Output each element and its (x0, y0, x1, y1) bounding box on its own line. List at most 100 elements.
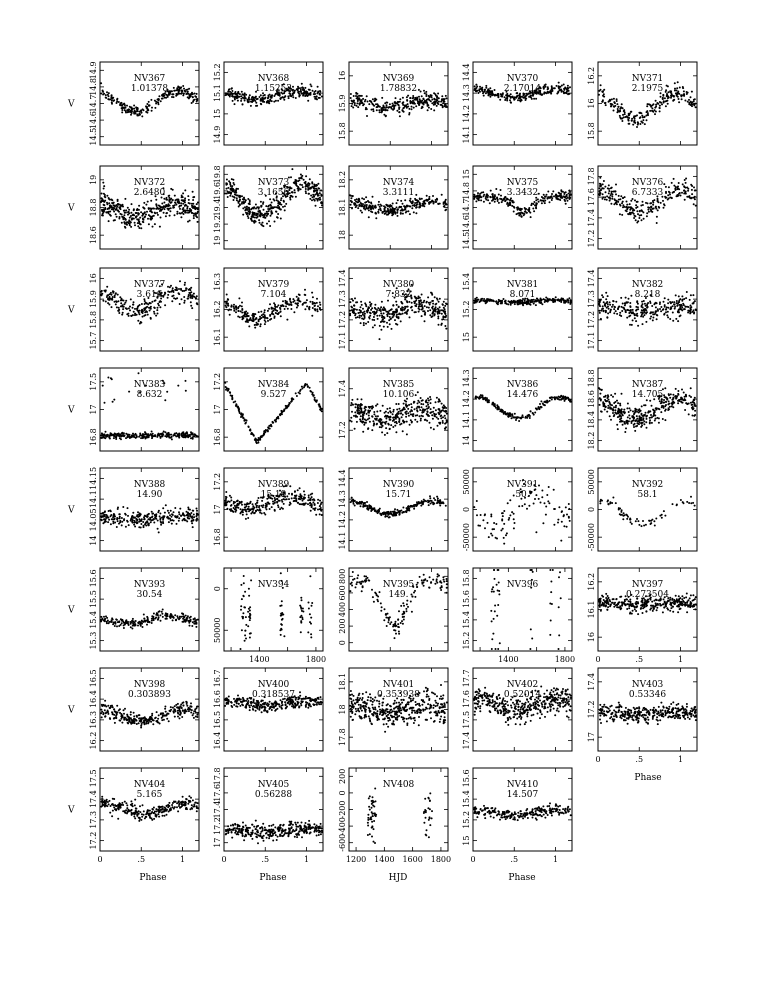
data-point (349, 93, 352, 95)
data-point (107, 197, 110, 199)
data-points (100, 82, 199, 118)
data-point (354, 206, 357, 209)
data-point (615, 203, 618, 206)
data-point (298, 294, 301, 296)
data-point (651, 200, 654, 202)
data-point (102, 181, 105, 184)
data-point (606, 295, 609, 298)
data-point (182, 207, 185, 209)
data-point (599, 185, 601, 187)
data-point (534, 304, 537, 307)
data-point (262, 316, 265, 318)
data-point (694, 106, 697, 109)
data-point (184, 197, 187, 200)
data-point (247, 101, 250, 104)
data-point (518, 97, 521, 99)
data-point (611, 197, 614, 200)
data-point (269, 318, 271, 321)
data-point (404, 311, 406, 314)
data-point (682, 302, 685, 305)
panel-title: NV381 (507, 280, 539, 290)
data-point (374, 303, 377, 306)
data-point (248, 211, 251, 214)
data-point (232, 305, 235, 308)
data-point (663, 204, 666, 207)
data-point (282, 200, 285, 203)
data-point (243, 92, 246, 95)
data-point (425, 306, 428, 309)
data-point (626, 208, 629, 211)
data-point (190, 291, 193, 294)
data-point (654, 301, 657, 304)
data-point (407, 210, 410, 213)
data-point (514, 301, 517, 304)
data-point (613, 312, 616, 315)
data-point (105, 96, 108, 99)
data-point (240, 95, 243, 98)
data-point (489, 95, 492, 98)
data-point (621, 302, 624, 305)
data-point (445, 203, 448, 206)
data-point (143, 216, 146, 219)
data-point (112, 208, 115, 211)
data-point (654, 205, 657, 208)
data-point (674, 87, 676, 90)
data-point (169, 210, 172, 213)
data-point (501, 93, 504, 96)
data-point (636, 210, 639, 213)
data-point (542, 200, 545, 203)
data-point (504, 299, 507, 302)
data-point (683, 198, 686, 201)
data-point (628, 315, 631, 318)
data-point (495, 300, 498, 303)
data-point (423, 320, 426, 323)
data-point (130, 112, 133, 114)
data-point (693, 186, 695, 189)
data-point (180, 434, 183, 437)
data-point (187, 436, 190, 439)
data-point (132, 301, 135, 304)
data-point (418, 299, 421, 302)
data-point (229, 93, 231, 95)
data-point (601, 294, 604, 297)
data-point (300, 92, 303, 95)
data-point (381, 106, 384, 109)
data-point (183, 299, 186, 302)
data-point (248, 208, 251, 211)
data-point (196, 208, 199, 211)
data-point (433, 109, 436, 112)
data-point (689, 104, 692, 106)
data-point (409, 197, 412, 200)
data-point (479, 85, 481, 88)
data-point (164, 399, 167, 402)
data-point (110, 198, 113, 201)
data-points (598, 176, 697, 224)
data-point (605, 310, 607, 312)
data-point (104, 94, 107, 97)
data-point (271, 206, 274, 209)
data-point (383, 205, 385, 208)
data-point (265, 214, 268, 217)
data-point (416, 199, 419, 202)
data-point (311, 307, 314, 309)
data-point (532, 302, 535, 305)
data-point (506, 95, 509, 97)
data-point (417, 297, 420, 300)
data-point (436, 307, 439, 310)
y-tick-label: 17.1 (338, 332, 347, 350)
data-point (270, 201, 273, 204)
data-points (224, 82, 323, 107)
data-point (293, 191, 296, 194)
data-point (318, 306, 321, 309)
data-point (274, 192, 277, 195)
data-point (359, 202, 362, 204)
data-point (563, 196, 566, 199)
data-point (313, 195, 315, 198)
data-point (292, 88, 294, 91)
data-point (154, 106, 157, 109)
data-point (101, 208, 103, 211)
data-point (150, 210, 153, 213)
